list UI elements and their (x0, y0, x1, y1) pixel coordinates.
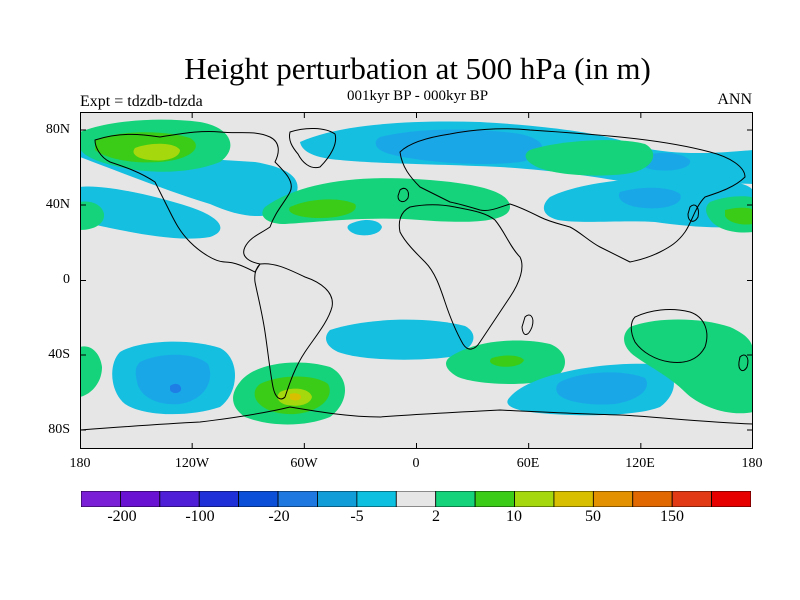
colorbar-label-10: 10 (506, 508, 522, 525)
positive-core-south-indian (490, 355, 524, 367)
lon-label-0: 0 (412, 456, 420, 471)
colorbar-label-minus200: -200 (107, 508, 137, 525)
colorbar-swatch (317, 491, 358, 507)
colorbar-swatch (671, 491, 712, 507)
lat-label-40s: 40S (48, 347, 70, 362)
north-america-coast (94, 131, 292, 273)
greenland-coast (289, 128, 337, 169)
australia-coast (630, 309, 708, 363)
lat-label-80s: 80S (48, 422, 70, 437)
colorbar-label-150: 150 (660, 508, 684, 525)
colorbar-swatch (238, 491, 279, 507)
colorbar-swatch (120, 491, 161, 507)
colorbar-swatch (159, 491, 200, 507)
height-perturbation-map (80, 112, 753, 449)
colorbar-swatch (474, 491, 515, 507)
lon-label-180w: 180 (69, 456, 91, 471)
lon-label-120w: 120W (174, 456, 210, 471)
colorbar-label-2: 2 (432, 508, 440, 525)
positive-max-south-america (290, 393, 302, 401)
colorbar-swatch (711, 491, 751, 507)
colorbar-label-minus5: -5 (350, 508, 364, 525)
uk-coast (397, 187, 409, 203)
negative-core-south-pacific (135, 354, 211, 405)
lat-label-40n: 40N (45, 197, 70, 212)
lon-label-60e: 60E (516, 456, 540, 471)
colorbar-label-50: 50 (585, 508, 601, 525)
colorbar (81, 491, 751, 507)
positive-band-dateline-west (80, 201, 105, 230)
positive-band-south-west (80, 346, 102, 397)
colorbar-swatch (395, 491, 437, 507)
new-zealand-coast (738, 354, 749, 372)
negative-patch-atlantic (347, 220, 382, 236)
map-title: Height perturbation at 500 hPa (in m) (184, 51, 651, 86)
japan-coast (687, 204, 699, 222)
lat-label-eq: 0 (63, 272, 70, 287)
negative-core-south-indian (556, 372, 647, 405)
antarctica-coast (80, 406, 753, 431)
africa-coast (398, 204, 523, 350)
colorbar-label-minus100: -100 (185, 508, 215, 525)
colorbar-swatch (277, 491, 318, 507)
positive-band-australia (624, 319, 753, 414)
eurasia-coast (399, 128, 746, 263)
colorbar-swatch (553, 491, 594, 507)
lat-label-80n: 80N (45, 122, 70, 137)
colorbar-swatch (81, 491, 121, 507)
colorbar-swatch (514, 491, 555, 507)
colorbar-swatch (435, 491, 476, 507)
colorbar-swatch (632, 491, 673, 507)
lon-label-120e: 120E (625, 456, 655, 471)
season-label: ANN (717, 91, 752, 108)
map-subtitle: 001kyr BP - 000kyr BP (346, 88, 489, 104)
experiment-label: Expt = tdzdb-tdzda (80, 93, 203, 110)
lon-label-180e: 180 (741, 456, 763, 471)
positive-band-siberia (525, 140, 654, 176)
coastlines (80, 128, 753, 431)
negative-core-east-asia (618, 187, 681, 209)
positive-core-dateline-east (725, 207, 753, 225)
colorbar-swatch (198, 491, 240, 507)
positive-peak-alaska (133, 143, 180, 161)
colorbar-swatch (356, 491, 397, 507)
lon-label-60w: 60W (290, 456, 318, 471)
negative-band-north-america (80, 186, 221, 239)
colorbar-label-minus20: -20 (268, 508, 290, 525)
negative-band-south-atlantic (326, 319, 474, 360)
madagascar-coast (521, 314, 534, 335)
negative-peak-south-pacific (170, 383, 182, 393)
south-america-coast (254, 263, 333, 400)
negative-core-arctic (375, 129, 543, 165)
positive-core-atlantic (289, 199, 356, 218)
colorbar-swatch (592, 491, 634, 507)
